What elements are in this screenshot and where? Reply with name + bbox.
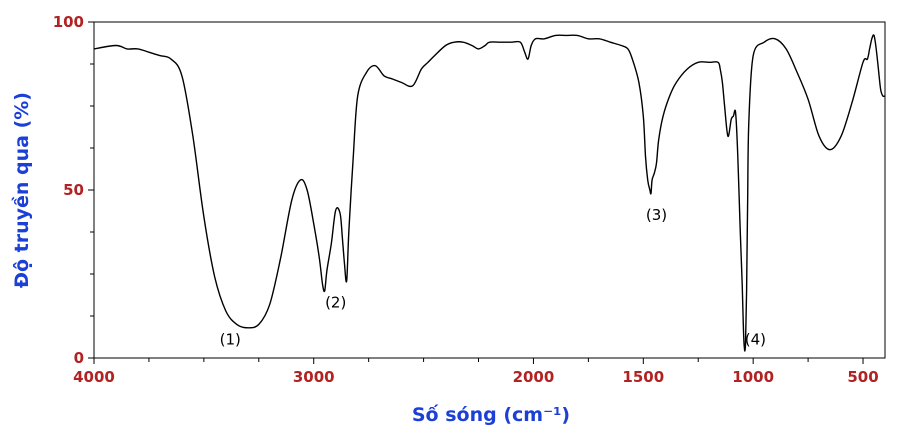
spectrum-line (93, 34, 886, 352)
peak-label: (4) (745, 331, 766, 349)
x-axis-title: Số sóng (cm⁻¹) (412, 403, 570, 426)
peak-label: (3) (646, 206, 667, 224)
plot-area (93, 21, 886, 359)
x-axis: 4000 3000 2000 1500 1000 500 (73, 358, 879, 386)
peak-label: (2) (325, 294, 346, 312)
x-tick-label: 2000 (513, 368, 555, 386)
peak-label: (1) (220, 331, 241, 349)
x-tick-label: 500 (847, 368, 878, 386)
y-tick-label: 0 (74, 349, 84, 367)
x-tick-label: 3000 (293, 368, 335, 386)
y-tick-label: 50 (63, 181, 84, 199)
y-tick-label: 100 (53, 13, 84, 31)
y-axis: 0 50 100 (53, 13, 94, 367)
x-tick-label: 1000 (732, 368, 774, 386)
plot-border (93, 21, 886, 359)
peak-annotations: (1) (2) (3) (4) (220, 206, 766, 348)
y-axis-title: Độ truyền qua (%) (10, 92, 33, 288)
x-tick-label: 1500 (622, 368, 664, 386)
x-tick-label: 4000 (73, 368, 115, 386)
